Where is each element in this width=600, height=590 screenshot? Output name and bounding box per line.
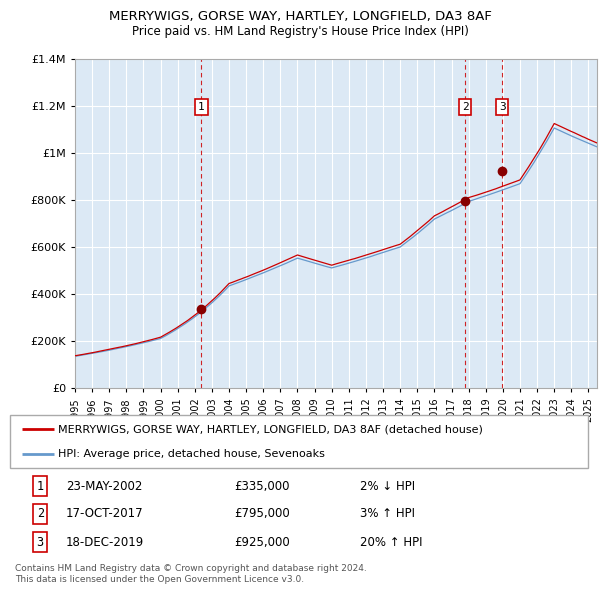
Text: 1: 1: [198, 101, 205, 112]
Text: 3: 3: [499, 101, 506, 112]
Text: £335,000: £335,000: [234, 480, 290, 493]
Text: 2: 2: [461, 101, 469, 112]
Text: 1: 1: [37, 480, 44, 493]
Text: Price paid vs. HM Land Registry's House Price Index (HPI): Price paid vs. HM Land Registry's House …: [131, 25, 469, 38]
Text: £795,000: £795,000: [234, 507, 290, 520]
FancyBboxPatch shape: [10, 415, 588, 468]
Text: 3: 3: [37, 536, 44, 549]
Text: 2: 2: [37, 507, 44, 520]
Text: 3% ↑ HPI: 3% ↑ HPI: [360, 507, 415, 520]
Text: 17-OCT-2017: 17-OCT-2017: [66, 507, 143, 520]
Text: This data is licensed under the Open Government Licence v3.0.: This data is licensed under the Open Gov…: [15, 575, 304, 585]
Text: MERRYWIGS, GORSE WAY, HARTLEY, LONGFIELD, DA3 8AF: MERRYWIGS, GORSE WAY, HARTLEY, LONGFIELD…: [109, 10, 491, 23]
Text: £925,000: £925,000: [234, 536, 290, 549]
Text: 20% ↑ HPI: 20% ↑ HPI: [360, 536, 422, 549]
Text: MERRYWIGS, GORSE WAY, HARTLEY, LONGFIELD, DA3 8AF (detached house): MERRYWIGS, GORSE WAY, HARTLEY, LONGFIELD…: [58, 424, 482, 434]
Text: 2% ↓ HPI: 2% ↓ HPI: [360, 480, 415, 493]
Text: HPI: Average price, detached house, Sevenoaks: HPI: Average price, detached house, Seve…: [58, 448, 325, 458]
Text: 23-MAY-2002: 23-MAY-2002: [66, 480, 142, 493]
Text: Contains HM Land Registry data © Crown copyright and database right 2024.: Contains HM Land Registry data © Crown c…: [15, 563, 367, 573]
Text: 18-DEC-2019: 18-DEC-2019: [66, 536, 144, 549]
